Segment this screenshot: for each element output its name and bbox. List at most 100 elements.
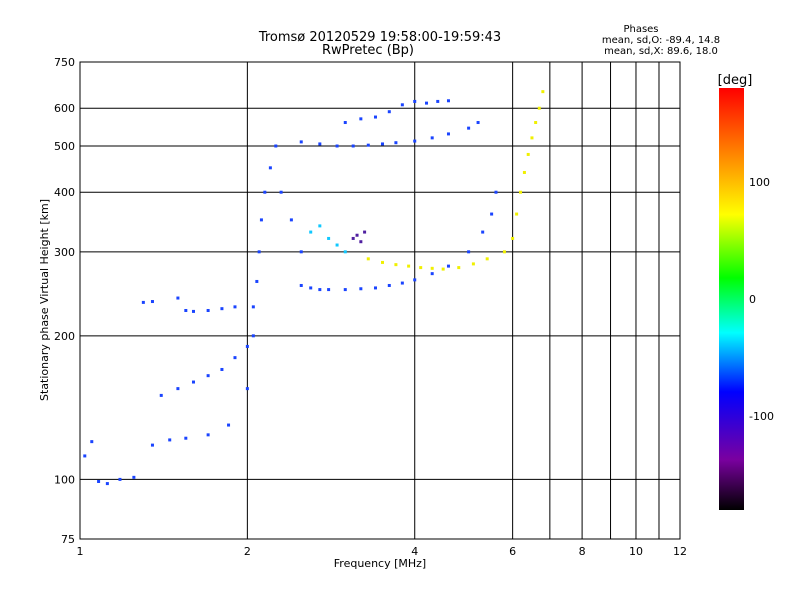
data-point: [430, 266, 434, 270]
data-point: [467, 250, 471, 254]
data-point: [526, 152, 530, 156]
data-point: [299, 250, 303, 254]
data-point: [335, 144, 339, 148]
data-point: [534, 121, 538, 125]
data-point: [318, 224, 322, 228]
y-tick-label: 75: [61, 533, 75, 546]
data-point: [380, 142, 384, 146]
data-point: [268, 166, 272, 170]
data-point: [343, 250, 347, 254]
x-axis-ticks: 1 2 4 6 8 10 12: [77, 545, 688, 558]
data-point: [446, 132, 450, 136]
data-point: [373, 115, 377, 119]
data-point: [530, 136, 534, 140]
data-point: [335, 243, 339, 247]
data-point: [184, 436, 188, 440]
colorbar: [719, 88, 744, 510]
data-point: [150, 300, 154, 304]
colorbar-tick-label: 0: [749, 293, 756, 306]
data-point: [309, 286, 313, 290]
y-tick-label: 200: [54, 330, 75, 343]
data-point: [413, 99, 417, 103]
data-point: [446, 99, 450, 103]
data-point: [467, 126, 471, 130]
data-point: [245, 344, 249, 348]
data-point: [359, 287, 363, 291]
data-point: [343, 288, 347, 292]
data-point: [279, 190, 283, 194]
data-point: [515, 212, 519, 216]
y-tick-label: 600: [54, 102, 75, 115]
data-point: [233, 305, 237, 309]
data-point: [343, 121, 347, 125]
data-point: [90, 440, 94, 444]
data-point: [394, 263, 398, 267]
plot-area: [79, 61, 681, 540]
data-point: [400, 281, 404, 285]
x-tick-label: 2: [244, 545, 251, 558]
data-point: [373, 286, 377, 290]
data-point: [191, 309, 195, 313]
data-point: [259, 218, 263, 222]
data-point: [289, 218, 293, 222]
data-point: [519, 190, 523, 194]
data-point: [97, 479, 101, 483]
data-point: [206, 308, 210, 312]
x-axis-label: Frequency [MHz]: [334, 557, 426, 570]
data-point: [351, 144, 355, 148]
data-point: [184, 308, 188, 312]
data-point: [351, 236, 355, 240]
data-point: [481, 230, 485, 234]
data-point: [413, 278, 417, 282]
phases-title: Phases: [623, 24, 658, 35]
data-point: [118, 477, 122, 481]
data-point: [457, 266, 461, 270]
phases-line-x: mean, sd,X: 89.6, 18.0: [604, 46, 718, 57]
x-tick-label: 6: [509, 545, 516, 558]
data-point: [436, 99, 440, 103]
data-point: [159, 393, 163, 397]
data-point: [150, 443, 154, 447]
data-point: [394, 141, 398, 145]
phases-line-o: mean, sd,O: -89.4, 14.8: [602, 35, 720, 46]
data-point: [359, 117, 363, 121]
data-point: [425, 101, 429, 105]
x-tick-label: 10: [629, 545, 643, 558]
data-point: [485, 257, 489, 261]
data-point: [430, 272, 434, 276]
data-point: [419, 266, 423, 270]
data-point: [387, 110, 391, 114]
x-tick-label: 4: [411, 545, 418, 558]
data-point: [309, 230, 313, 234]
data-point: [83, 454, 87, 458]
data-point: [471, 262, 475, 266]
data-point: [318, 288, 322, 292]
y-axis-label: Stationary phase Virtual Height [km]: [38, 199, 51, 401]
data-point: [176, 296, 180, 300]
data-point: [227, 423, 231, 427]
chart-subtitle: RwPretec (Bp): [322, 43, 414, 58]
y-tick-label: 500: [54, 140, 75, 153]
data-point: [191, 380, 195, 384]
data-point: [206, 433, 210, 437]
data-point: [490, 212, 494, 216]
x-tick-label: 8: [579, 545, 586, 558]
data-point: [541, 90, 545, 94]
gridlines: [80, 62, 680, 539]
y-axis-ticks: 75 100 200 300 400 500 600 750: [54, 56, 75, 546]
data-point: [446, 264, 450, 268]
colorbar-label: [deg]: [718, 73, 753, 88]
data-point: [502, 250, 506, 254]
x-tick-label: 1: [77, 545, 84, 558]
colorbar-tick-label: -100: [749, 410, 774, 423]
data-point: [355, 233, 359, 237]
data-point: [132, 475, 136, 479]
y-tick-label: 300: [54, 246, 75, 259]
data-point: [511, 236, 515, 240]
colorbar-ticks: 100 0 -100: [749, 176, 774, 423]
y-tick-label: 400: [54, 186, 75, 199]
data-point: [407, 264, 411, 268]
data-point: [299, 140, 303, 144]
data-point: [400, 103, 404, 107]
